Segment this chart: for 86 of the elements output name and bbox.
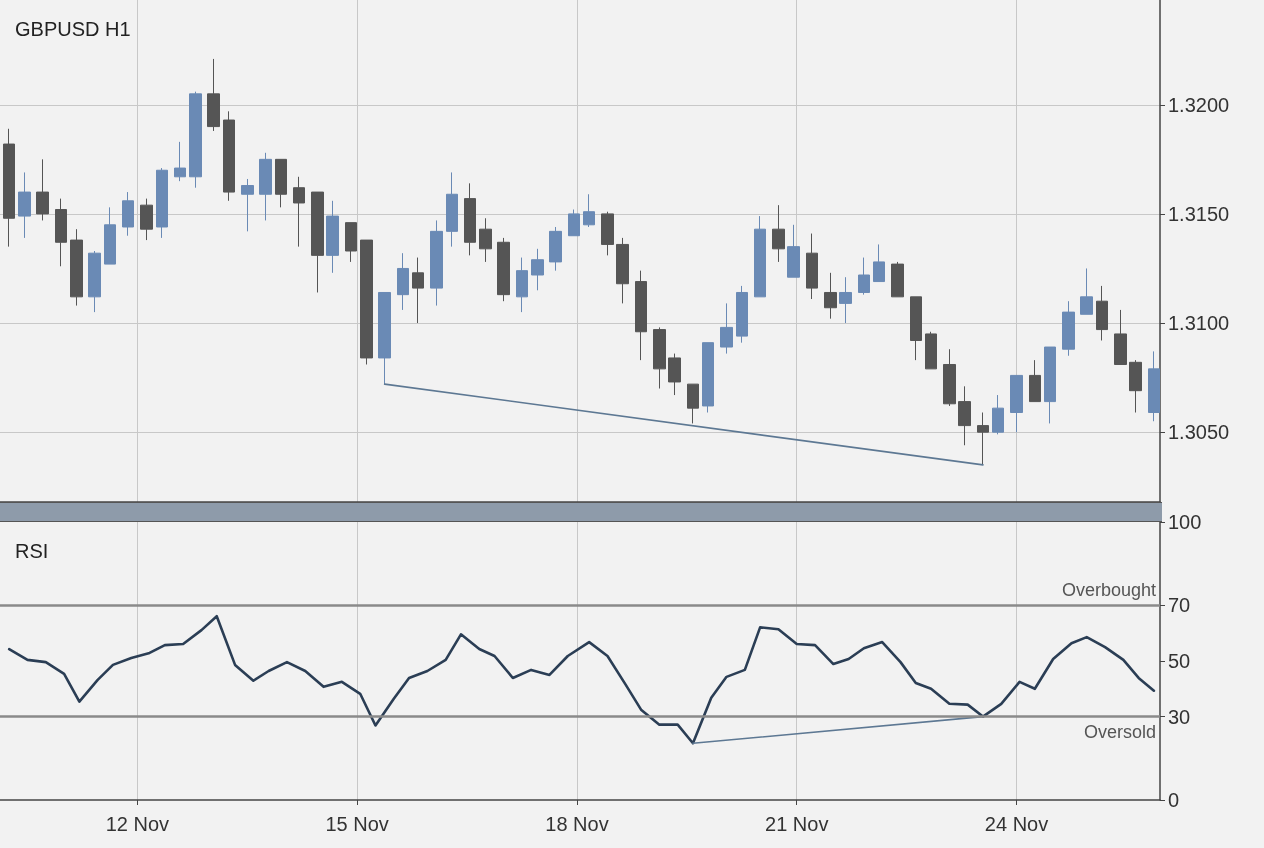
candlestick	[1129, 359, 1142, 414]
candlestick	[1029, 359, 1041, 403]
candlestick	[925, 331, 937, 370]
candlestick	[140, 198, 153, 241]
y-tick-label: 30	[1168, 705, 1191, 728]
text: RSI	[15, 540, 49, 562]
y-tick-label: 0	[1168, 789, 1180, 811]
y-tick-label: 70	[1168, 594, 1191, 617]
candlestick	[687, 383, 699, 424]
candlestick	[754, 215, 766, 298]
ref-line-label: Oversold	[1083, 721, 1156, 742]
candlestick	[516, 257, 528, 313]
candlestick	[653, 326, 666, 389]
candlestick	[156, 167, 168, 239]
candlestick	[549, 226, 562, 272]
y-tick-label: 1.3200	[1168, 93, 1230, 116]
candlestick	[360, 239, 373, 365]
candlestick	[293, 176, 305, 248]
y-tick-label: 1.3050	[1168, 421, 1230, 444]
candlestick	[1148, 350, 1160, 422]
candlestick	[122, 191, 134, 237]
candlestick	[992, 394, 1004, 435]
candlestick	[616, 237, 629, 304]
candlestick	[824, 272, 837, 320]
candlestick	[36, 158, 49, 221]
x-tick-label: 18 Nov	[545, 813, 609, 835]
candlestick	[412, 257, 424, 324]
candlestick	[583, 193, 595, 228]
candlestick	[479, 217, 492, 263]
candlestick	[311, 191, 324, 293]
candlestick	[943, 348, 956, 407]
candlestick	[772, 204, 785, 263]
candlestick	[223, 110, 235, 202]
y-tick-label: 1.3100	[1168, 312, 1230, 335]
y-tick-label: 100	[1168, 511, 1202, 533]
candlestick	[70, 228, 83, 307]
x-tick-label: 24 Nov	[984, 813, 1049, 835]
candlestick	[891, 261, 904, 298]
candlestick	[189, 91, 202, 189]
candlestick	[839, 276, 852, 324]
candlestick	[977, 412, 989, 466]
candlestick	[858, 257, 870, 296]
candlestick	[326, 200, 339, 274]
candlestick	[1044, 346, 1056, 424]
candlestick	[1096, 285, 1108, 341]
candlestick	[1080, 267, 1093, 315]
candlestick	[104, 206, 116, 265]
candlestick	[275, 158, 287, 208]
candlestick	[787, 224, 800, 278]
candlestick	[464, 182, 476, 256]
y-tick-label: 1.3150	[1168, 202, 1230, 225]
candlestick	[18, 171, 31, 239]
candlestick	[1062, 300, 1075, 357]
candlestick	[397, 252, 409, 311]
candlestick	[958, 385, 971, 446]
ref-line-label: Overbought	[1061, 580, 1156, 601]
candlestick	[345, 222, 357, 263]
candlestick	[88, 250, 101, 313]
candlestick	[1010, 374, 1023, 433]
candlestick	[259, 152, 272, 221]
text: GBPUSD H1	[15, 18, 131, 40]
candlestick	[430, 219, 443, 307]
candlestick	[601, 211, 614, 256]
candlestick	[207, 58, 220, 132]
y-tick-label: 50	[1168, 650, 1191, 672]
candlestick	[174, 141, 186, 182]
candlestick	[497, 237, 510, 302]
candlestick	[806, 233, 818, 300]
candlestick	[873, 243, 885, 283]
x-tick-label: 15 Nov	[325, 813, 389, 835]
candlestick	[3, 128, 15, 248]
candlestick	[702, 342, 714, 414]
candlestick	[1114, 309, 1127, 365]
candlestick	[446, 171, 458, 248]
candlestick	[55, 198, 67, 267]
candlestick	[668, 353, 681, 396]
candlestick	[378, 291, 391, 385]
candlestick	[241, 178, 254, 232]
x-tick-label: 21 Nov	[765, 813, 829, 835]
candlestick	[568, 209, 580, 237]
candlestick	[736, 285, 748, 344]
x-tick-label: 12 Nov	[105, 813, 170, 835]
candlestick	[531, 248, 544, 291]
candlestick	[720, 302, 733, 355]
candlestick	[635, 270, 647, 361]
candlestick	[910, 296, 922, 361]
